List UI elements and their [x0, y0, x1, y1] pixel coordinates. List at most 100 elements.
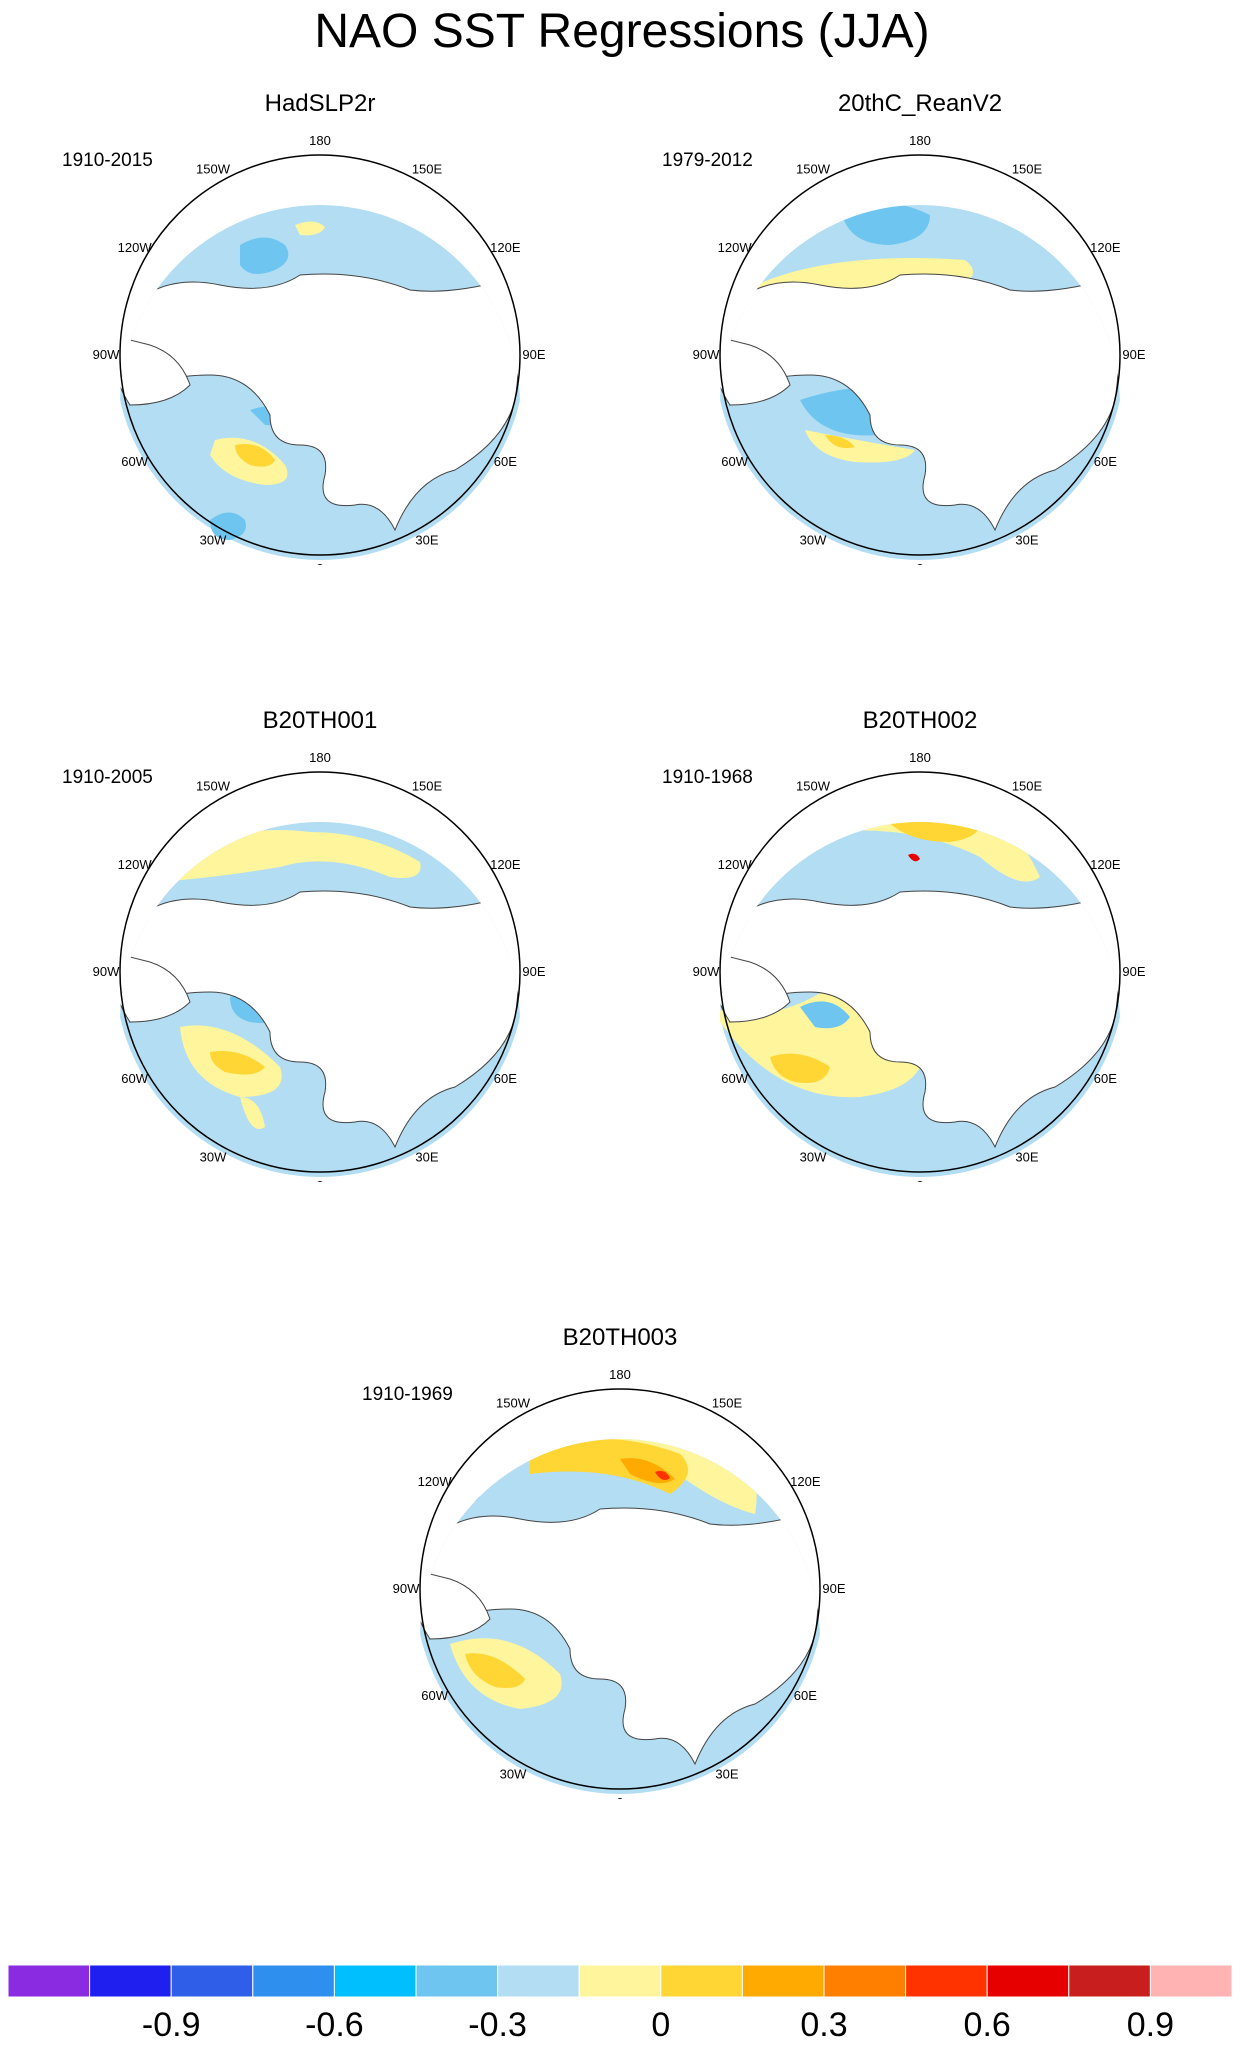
longitude-label: 60E [494, 1071, 517, 1086]
polar-map: 180 150E 120E 90E 60E 30E 0 30W 60W 90W 120W 150W [393, 1367, 846, 1799]
longitude-label: 30E [415, 1149, 438, 1164]
longitude-label: 90E [822, 1581, 845, 1596]
longitude-label: 60W [421, 1688, 448, 1703]
longitude-label: 0 [316, 1178, 323, 1182]
longitude-label: 120W [118, 857, 153, 872]
sst-anomaly-region [235, 444, 275, 467]
longitude-label: 120W [718, 240, 753, 255]
polar-map: 180 150E 120E 90E 60E 30E 0 30W 60W 90W 120W 150W [93, 750, 546, 1182]
longitude-label: 60E [1094, 1071, 1117, 1086]
sst-anomaly-region [880, 822, 981, 842]
panel-period: 1979-2012 [662, 150, 753, 171]
longitude-label: 150W [496, 1396, 531, 1411]
land-mass [120, 951, 191, 1023]
colorbar-box [252, 1964, 335, 1998]
colorbar-label: 0.9 [1126, 2006, 1175, 2044]
longitude-label: 180 [309, 750, 331, 765]
longitude-label: 150E [712, 1396, 743, 1411]
figure-title: NAO SST Regressions (JJA) [314, 5, 930, 58]
longitude-label: 180 [309, 133, 331, 148]
longitude-label: 30W [500, 1766, 527, 1781]
longitude-label: 150E [412, 162, 443, 177]
panel-title: HadSLP2r [264, 90, 376, 117]
panel-b20th002: B20TH002 180 150E 120E 90E 60E 30E 0 30W 60W 90W 12… [650, 707, 1190, 1182]
map-boundary [119, 154, 521, 556]
sst-anomaly-region [210, 1051, 265, 1075]
longitude-label: 90E [1122, 964, 1145, 979]
colorbar-box [823, 1964, 907, 1998]
panel-period: 1910-1968 [662, 767, 753, 788]
longitude-label: 120W [718, 857, 753, 872]
longitude-label: 60W [121, 454, 148, 469]
land-mass [420, 1568, 491, 1640]
colorbar-boxes [7, 1964, 1233, 1998]
sst-anomaly-region [800, 1001, 850, 1029]
colorbar-box [986, 1964, 1070, 1998]
map-boundary [719, 771, 1121, 1173]
longitude-label: 120E [790, 1474, 821, 1489]
panel-title: B20TH002 [862, 707, 978, 734]
longitude-label: 120E [490, 240, 521, 255]
map-boundary [419, 1388, 821, 1790]
longitude-label: 30E [415, 532, 438, 547]
longitude-label: 30E [1015, 1149, 1038, 1164]
longitude-label: 180 [909, 750, 931, 765]
colorbar-label: 0.6 [963, 2006, 1011, 2044]
longitude-label: 90E [1122, 347, 1145, 362]
longitude-label: 30W [800, 1149, 827, 1164]
sst-anomaly-region [210, 512, 246, 540]
map-boundary [119, 771, 521, 1173]
longitude-label: 120E [1090, 240, 1121, 255]
colorbar-box [905, 1964, 988, 1998]
longitude-label: 90W [693, 964, 720, 979]
panel-period: 1910-1969 [362, 1384, 453, 1405]
colorbar-box [741, 1964, 825, 1998]
longitude-label: 60W [121, 1071, 148, 1086]
colorbar-box [1149, 1964, 1233, 1998]
colorbar-label: 0.3 [800, 2006, 848, 2044]
longitude-label: 120E [1090, 857, 1121, 872]
longitude-label: 60W [721, 454, 748, 469]
longitude-label: 120E [490, 857, 521, 872]
panel-b20th001: B20TH001 180 150E 120E 90E 60E 30E 0 30W 60W 90W 12… [50, 707, 590, 1182]
longitude-label: 30W [200, 1149, 227, 1164]
longitude-label: 60E [794, 1688, 817, 1703]
colorbar-box [497, 1964, 580, 1998]
longitude-label: 120W [418, 1474, 453, 1489]
colorbar-box [89, 1964, 172, 1998]
longitude-label: 0 [916, 561, 923, 565]
longitude-label: 90W [393, 1581, 420, 1596]
polar-map: 180 150E 120E 90E 60E 30E 0 30W 60W 90W 120W 150W [93, 133, 546, 565]
longitude-label: 150W [796, 779, 831, 794]
longitude-label: 90W [693, 347, 720, 362]
longitude-label: 30W [800, 532, 827, 547]
colorbar-box [7, 1964, 91, 1998]
colorbar-box [578, 1964, 662, 1998]
longitude-label: 30E [1015, 532, 1038, 547]
panel-b20th003: B20TH003 180 150E 120E 90E 60E 30E 0 30W 60W 90W 12… [350, 1324, 890, 1799]
longitude-label: 90E [522, 347, 545, 362]
longitude-label: 60W [721, 1071, 748, 1086]
longitude-label: 90W [93, 347, 120, 362]
longitude-label: 150E [1012, 779, 1043, 794]
panel-title: B20TH003 [562, 1324, 678, 1351]
longitude-label: 60E [494, 454, 517, 469]
colorbar-label: -0.9 [141, 2006, 201, 2044]
longitude-label: 30W [200, 532, 227, 547]
colorbar-box [660, 1964, 743, 1998]
map-boundary [719, 154, 1121, 556]
panel-hadslp2r: HadSLP2r 180 150E 120E 90E 60E 30E 0 30W 60W 90W 12… [50, 90, 590, 565]
land-mass [720, 334, 791, 406]
sst-anomaly-region [240, 1097, 265, 1129]
panel-period: 1910-2015 [62, 150, 153, 171]
colorbar-label: -0.6 [305, 2006, 364, 2044]
longitude-label: 90E [522, 964, 545, 979]
polar-map: 180 150E 120E 90E 60E 30E 0 30W 60W 90W 120W 150W [693, 750, 1146, 1182]
colorbar-box [333, 1964, 417, 1998]
panel-title: B20TH001 [262, 707, 378, 734]
panel-20thc-reanv2: 20thC_ReanV2 180 150E 120E 90E 60E 30E 0 30W 60W 9… [650, 90, 1190, 565]
sst-anomaly-region [770, 1053, 830, 1083]
colorbar-box [415, 1964, 499, 1998]
land-mass [420, 1507, 819, 1766]
colorbar-label: 0 [651, 2006, 671, 2044]
